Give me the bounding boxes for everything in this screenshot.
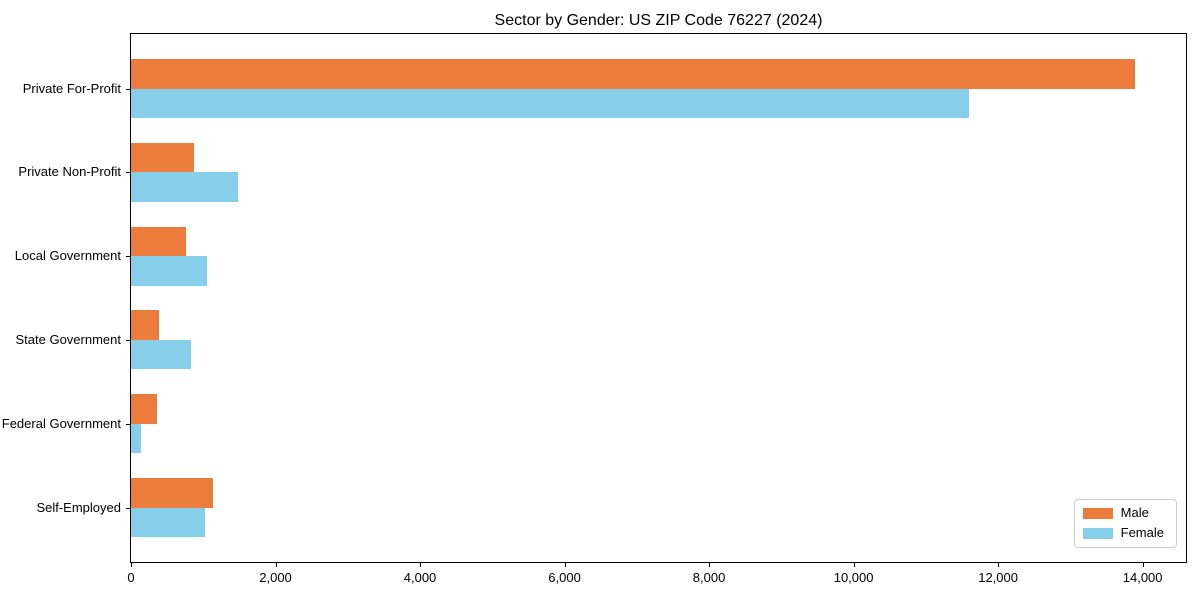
bar-female: [131, 339, 191, 370]
x-tick-label: 2,000: [259, 570, 292, 585]
bar-male: [131, 478, 213, 508]
x-tick-mark: [1142, 562, 1144, 567]
y-tick-mark: [126, 507, 131, 509]
x-tick-mark: [853, 562, 855, 567]
legend-swatch-female: [1082, 527, 1113, 539]
legend-swatch-male: [1082, 507, 1113, 519]
y-tick-mark: [126, 423, 131, 425]
y-tick-mark: [126, 339, 131, 341]
legend-item-male: Male: [1082, 505, 1164, 520]
bar-male: [131, 310, 160, 340]
x-tick-label: 10,000: [833, 570, 874, 585]
y-tick-label: State Government: [15, 331, 122, 347]
x-tick-mark: [564, 562, 566, 567]
y-tick-mark: [126, 256, 131, 258]
bar-female: [131, 88, 970, 118]
bar-male: [131, 142, 194, 173]
x-tick-mark: [709, 562, 711, 567]
plot-area: Male Female Private For-Profit Private No…: [2, 33, 1187, 585]
y-tick-label: Self-Employed: [36, 499, 121, 515]
bar-female: [131, 172, 238, 202]
x-tick-label: 12,000: [978, 570, 1018, 585]
x-tick-label: 8,000: [692, 570, 726, 585]
chart-title: Sector by Gender: US ZIP Code 76227 (202…: [494, 12, 823, 29]
bar-male: [131, 226, 186, 257]
x-tick-label: 14,000: [1122, 570, 1163, 585]
x-tick-label: 4,000: [403, 570, 437, 585]
bar-male: [131, 394, 157, 424]
x-tick-label: 0: [127, 570, 135, 585]
y-tick-mark: [126, 172, 131, 174]
bar-female: [131, 256, 207, 286]
bar-female: [131, 507, 205, 537]
x-tick-mark: [420, 562, 422, 567]
legend-label-male: Male: [1120, 505, 1149, 520]
y-tick-label: Federal Government: [1, 415, 121, 431]
y-tick-label: Local Government: [14, 248, 121, 264]
x-tick-mark: [131, 562, 132, 567]
y-tick-mark: [126, 88, 131, 90]
bar-male: [131, 59, 1136, 89]
x-tick-label: 6,000: [548, 570, 581, 585]
x-tick-mark: [275, 562, 277, 567]
legend-label-female: Female: [1120, 525, 1164, 540]
legend-item-female: Female: [1082, 525, 1164, 540]
legend: Male Female: [1073, 499, 1177, 548]
x-tick-mark: [998, 562, 1000, 567]
y-tick-label: Private Non-Profit: [18, 164, 121, 180]
y-tick-label: Private For-Profit: [22, 80, 121, 96]
bar-female: [131, 423, 142, 454]
